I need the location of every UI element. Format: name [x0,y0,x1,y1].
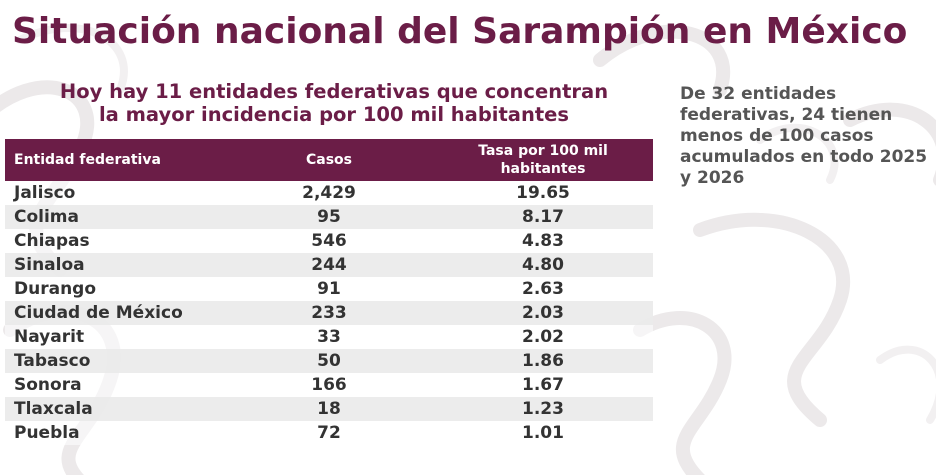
cell-cases: 95 [225,205,433,229]
cell-cases: 244 [225,253,433,277]
cell-entity: Puebla [5,421,225,445]
cell-cases: 50 [225,349,433,373]
table-row: Sonora 166 1.67 [5,373,653,397]
cell-entity: Sinaloa [5,253,225,277]
header-rate-line-2: habitantes [500,161,586,177]
table-row: Tabasco 50 1.86 [5,349,653,373]
table-row: Tlaxcala 18 1.23 [5,397,653,421]
cell-cases: 33 [225,325,433,349]
cell-entity: Tlaxcala [5,397,225,421]
table-row: Jalisco 2,429 19.65 [5,181,653,205]
cell-entity: Durango [5,277,225,301]
cell-cases: 233 [225,301,433,325]
cell-cases: 2,429 [225,181,433,205]
cell-cases: 166 [225,373,433,397]
cell-entity: Tabasco [5,349,225,373]
cell-entity: Ciudad de México [5,301,225,325]
cell-rate: 1.23 [433,397,653,421]
cell-entity: Chiapas [5,229,225,253]
side-note: De 32 entidades federativas, 24 tienen m… [680,84,928,188]
table-row: Sinaloa 244 4.80 [5,253,653,277]
cell-cases: 91 [225,277,433,301]
page-title: Situación nacional del Sarampión en Méxi… [12,11,908,52]
header-entity: Entidad federativa [5,139,225,181]
cell-rate: 4.80 [433,253,653,277]
header-rate: Tasa por 100 mil habitantes [433,139,653,181]
table-header-row: Entidad federativa Casos Tasa por 100 mi… [5,139,653,181]
cell-entity: Colima [5,205,225,229]
cell-entity: Nayarit [5,325,225,349]
header-cases: Casos [225,139,433,181]
cell-rate: 1.01 [433,421,653,445]
table-heading-line-2: la mayor incidencia por 100 mil habitant… [98,103,570,126]
table-heading-line-1: Hoy hay 11 entidades federativas que con… [59,80,609,103]
table-row: Ciudad de México 233 2.03 [5,301,653,325]
table-row: Nayarit 33 2.02 [5,325,653,349]
cell-rate: 19.65 [433,181,653,205]
cell-entity: Jalisco [5,181,225,205]
cell-rate: 1.67 [433,373,653,397]
table-row: Puebla 72 1.01 [5,421,653,445]
incidence-table: Entidad federativa Casos Tasa por 100 mi… [5,139,653,445]
cell-rate: 4.83 [433,229,653,253]
table-row: Durango 91 2.63 [5,277,653,301]
cell-cases: 18 [225,397,433,421]
cell-rate: 1.86 [433,349,653,373]
cell-rate: 8.17 [433,205,653,229]
cell-cases: 72 [225,421,433,445]
cell-rate: 2.03 [433,301,653,325]
cell-rate: 2.02 [433,325,653,349]
table-heading: Hoy hay 11 entidades federativas que con… [4,80,664,126]
table-row: Colima 95 8.17 [5,205,653,229]
cell-entity: Sonora [5,373,225,397]
table-body: Jalisco 2,429 19.65 Colima 95 8.17 Chiapas 546 4… [5,181,653,445]
cell-cases: 546 [225,229,433,253]
header-rate-line-1: Tasa por 100 mil [478,143,608,159]
table-row: Chiapas 546 4.83 [5,229,653,253]
cell-rate: 2.63 [433,277,653,301]
